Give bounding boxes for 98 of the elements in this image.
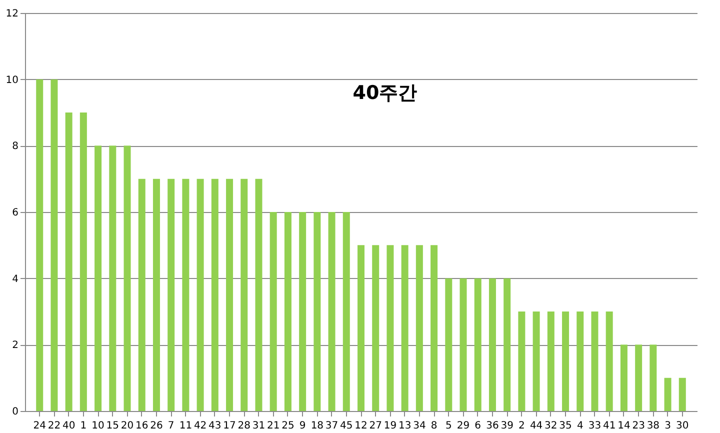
x-tick-label: 8 bbox=[430, 420, 438, 432]
x-tick-label: 14 bbox=[618, 420, 630, 432]
x-tick-label: 10 bbox=[92, 420, 104, 432]
bar bbox=[488, 278, 496, 411]
bar bbox=[474, 278, 482, 411]
x-tick-label: 24 bbox=[33, 420, 46, 432]
x-tick-label: 11 bbox=[179, 420, 192, 432]
bar bbox=[50, 79, 58, 411]
x-tick-label: 9 bbox=[299, 420, 306, 432]
bar bbox=[226, 178, 234, 411]
bar bbox=[80, 112, 87, 411]
bar bbox=[635, 344, 642, 411]
x-tick-label: 3 bbox=[664, 420, 671, 432]
bar bbox=[532, 312, 540, 411]
x-tick-label: 28 bbox=[238, 420, 250, 432]
bar bbox=[65, 112, 72, 411]
x-tick-label: 42 bbox=[194, 420, 207, 432]
bar bbox=[109, 146, 116, 411]
x-tick-label: 26 bbox=[150, 420, 163, 432]
bar bbox=[445, 278, 452, 411]
bar bbox=[240, 178, 248, 411]
x-tick-label: 17 bbox=[223, 420, 236, 432]
x-tick-label: 40 bbox=[62, 420, 76, 432]
x-tick-label: 35 bbox=[559, 420, 572, 432]
bar bbox=[576, 312, 584, 411]
x-tick-label: 22 bbox=[48, 420, 61, 432]
bar bbox=[416, 245, 423, 411]
x-tick-label: 19 bbox=[384, 420, 397, 432]
y-tick-label: 8 bbox=[12, 141, 18, 152]
x-tick-label: 15 bbox=[106, 420, 120, 432]
x-tick-label: 18 bbox=[310, 420, 324, 432]
x-tick-label: 33 bbox=[588, 420, 602, 432]
bar bbox=[430, 245, 438, 411]
y-tick-label: 10 bbox=[6, 74, 18, 86]
x-tick-label: 32 bbox=[544, 420, 558, 432]
bar bbox=[620, 344, 628, 411]
x-tick-label: 23 bbox=[632, 420, 645, 432]
x-tick-label: 38 bbox=[646, 420, 660, 432]
y-tick-label: 4 bbox=[12, 274, 18, 285]
bar bbox=[255, 178, 262, 411]
x-tick-label: 2 bbox=[518, 420, 525, 432]
x-tick-label: 45 bbox=[340, 420, 353, 432]
bar bbox=[591, 312, 598, 411]
bar bbox=[650, 344, 657, 411]
bar bbox=[270, 212, 277, 411]
x-tick-label: 6 bbox=[474, 420, 482, 432]
bar bbox=[606, 312, 613, 411]
x-tick-label: 30 bbox=[676, 420, 689, 432]
bar bbox=[372, 245, 380, 411]
text: 40주간 bbox=[352, 82, 418, 104]
x-tick-label: 21 bbox=[266, 420, 280, 432]
x-tick-label: 13 bbox=[398, 420, 412, 432]
bar bbox=[138, 178, 146, 411]
x-tick-label: 20 bbox=[120, 420, 134, 432]
bar bbox=[196, 178, 204, 411]
bar bbox=[342, 212, 350, 411]
bar bbox=[152, 178, 160, 411]
y-tick-label: 0 bbox=[12, 406, 18, 418]
x-tick-label: 16 bbox=[136, 420, 148, 432]
bar bbox=[284, 212, 292, 411]
x-tick-label: 27 bbox=[369, 420, 382, 432]
x-tick-label: 7 bbox=[168, 420, 174, 432]
x-tick-label: 1 bbox=[80, 420, 87, 432]
x-tick-label: 41 bbox=[602, 420, 616, 432]
bar bbox=[547, 312, 554, 411]
x-tick-label: 29 bbox=[456, 420, 470, 432]
x-tick-label: 12 bbox=[354, 420, 368, 432]
bar bbox=[94, 146, 102, 411]
y-tick-label: 6 bbox=[12, 208, 18, 218]
y-tick-label: 2 bbox=[12, 340, 18, 352]
x-tick-label: 36 bbox=[486, 420, 499, 432]
x-tick-label: 39 bbox=[500, 420, 514, 432]
x-tick-label: 44 bbox=[530, 420, 543, 432]
bar bbox=[182, 178, 190, 411]
bar bbox=[168, 178, 175, 411]
bar bbox=[504, 278, 511, 411]
y-tick-label: 12 bbox=[6, 8, 18, 20]
bar bbox=[36, 79, 44, 411]
x-tick-label: 4 bbox=[576, 420, 584, 432]
x-tick-label: 25 bbox=[282, 420, 294, 432]
bar bbox=[562, 312, 570, 411]
bar bbox=[314, 212, 321, 411]
bar bbox=[358, 245, 364, 411]
bar bbox=[299, 212, 306, 411]
x-tick-label: 37 bbox=[325, 420, 338, 432]
bar bbox=[124, 146, 131, 411]
bar bbox=[678, 378, 686, 411]
x-tick-label: 34 bbox=[413, 420, 426, 432]
bar bbox=[328, 212, 336, 411]
x-tick-label: 43 bbox=[208, 420, 222, 432]
bar bbox=[386, 245, 394, 411]
x-tick-label: 5 bbox=[445, 420, 452, 432]
x-tick-label: 31 bbox=[252, 420, 266, 432]
bar bbox=[664, 378, 672, 411]
bar bbox=[460, 278, 467, 411]
bar bbox=[401, 245, 408, 411]
bar bbox=[518, 312, 526, 411]
bar bbox=[211, 178, 218, 411]
